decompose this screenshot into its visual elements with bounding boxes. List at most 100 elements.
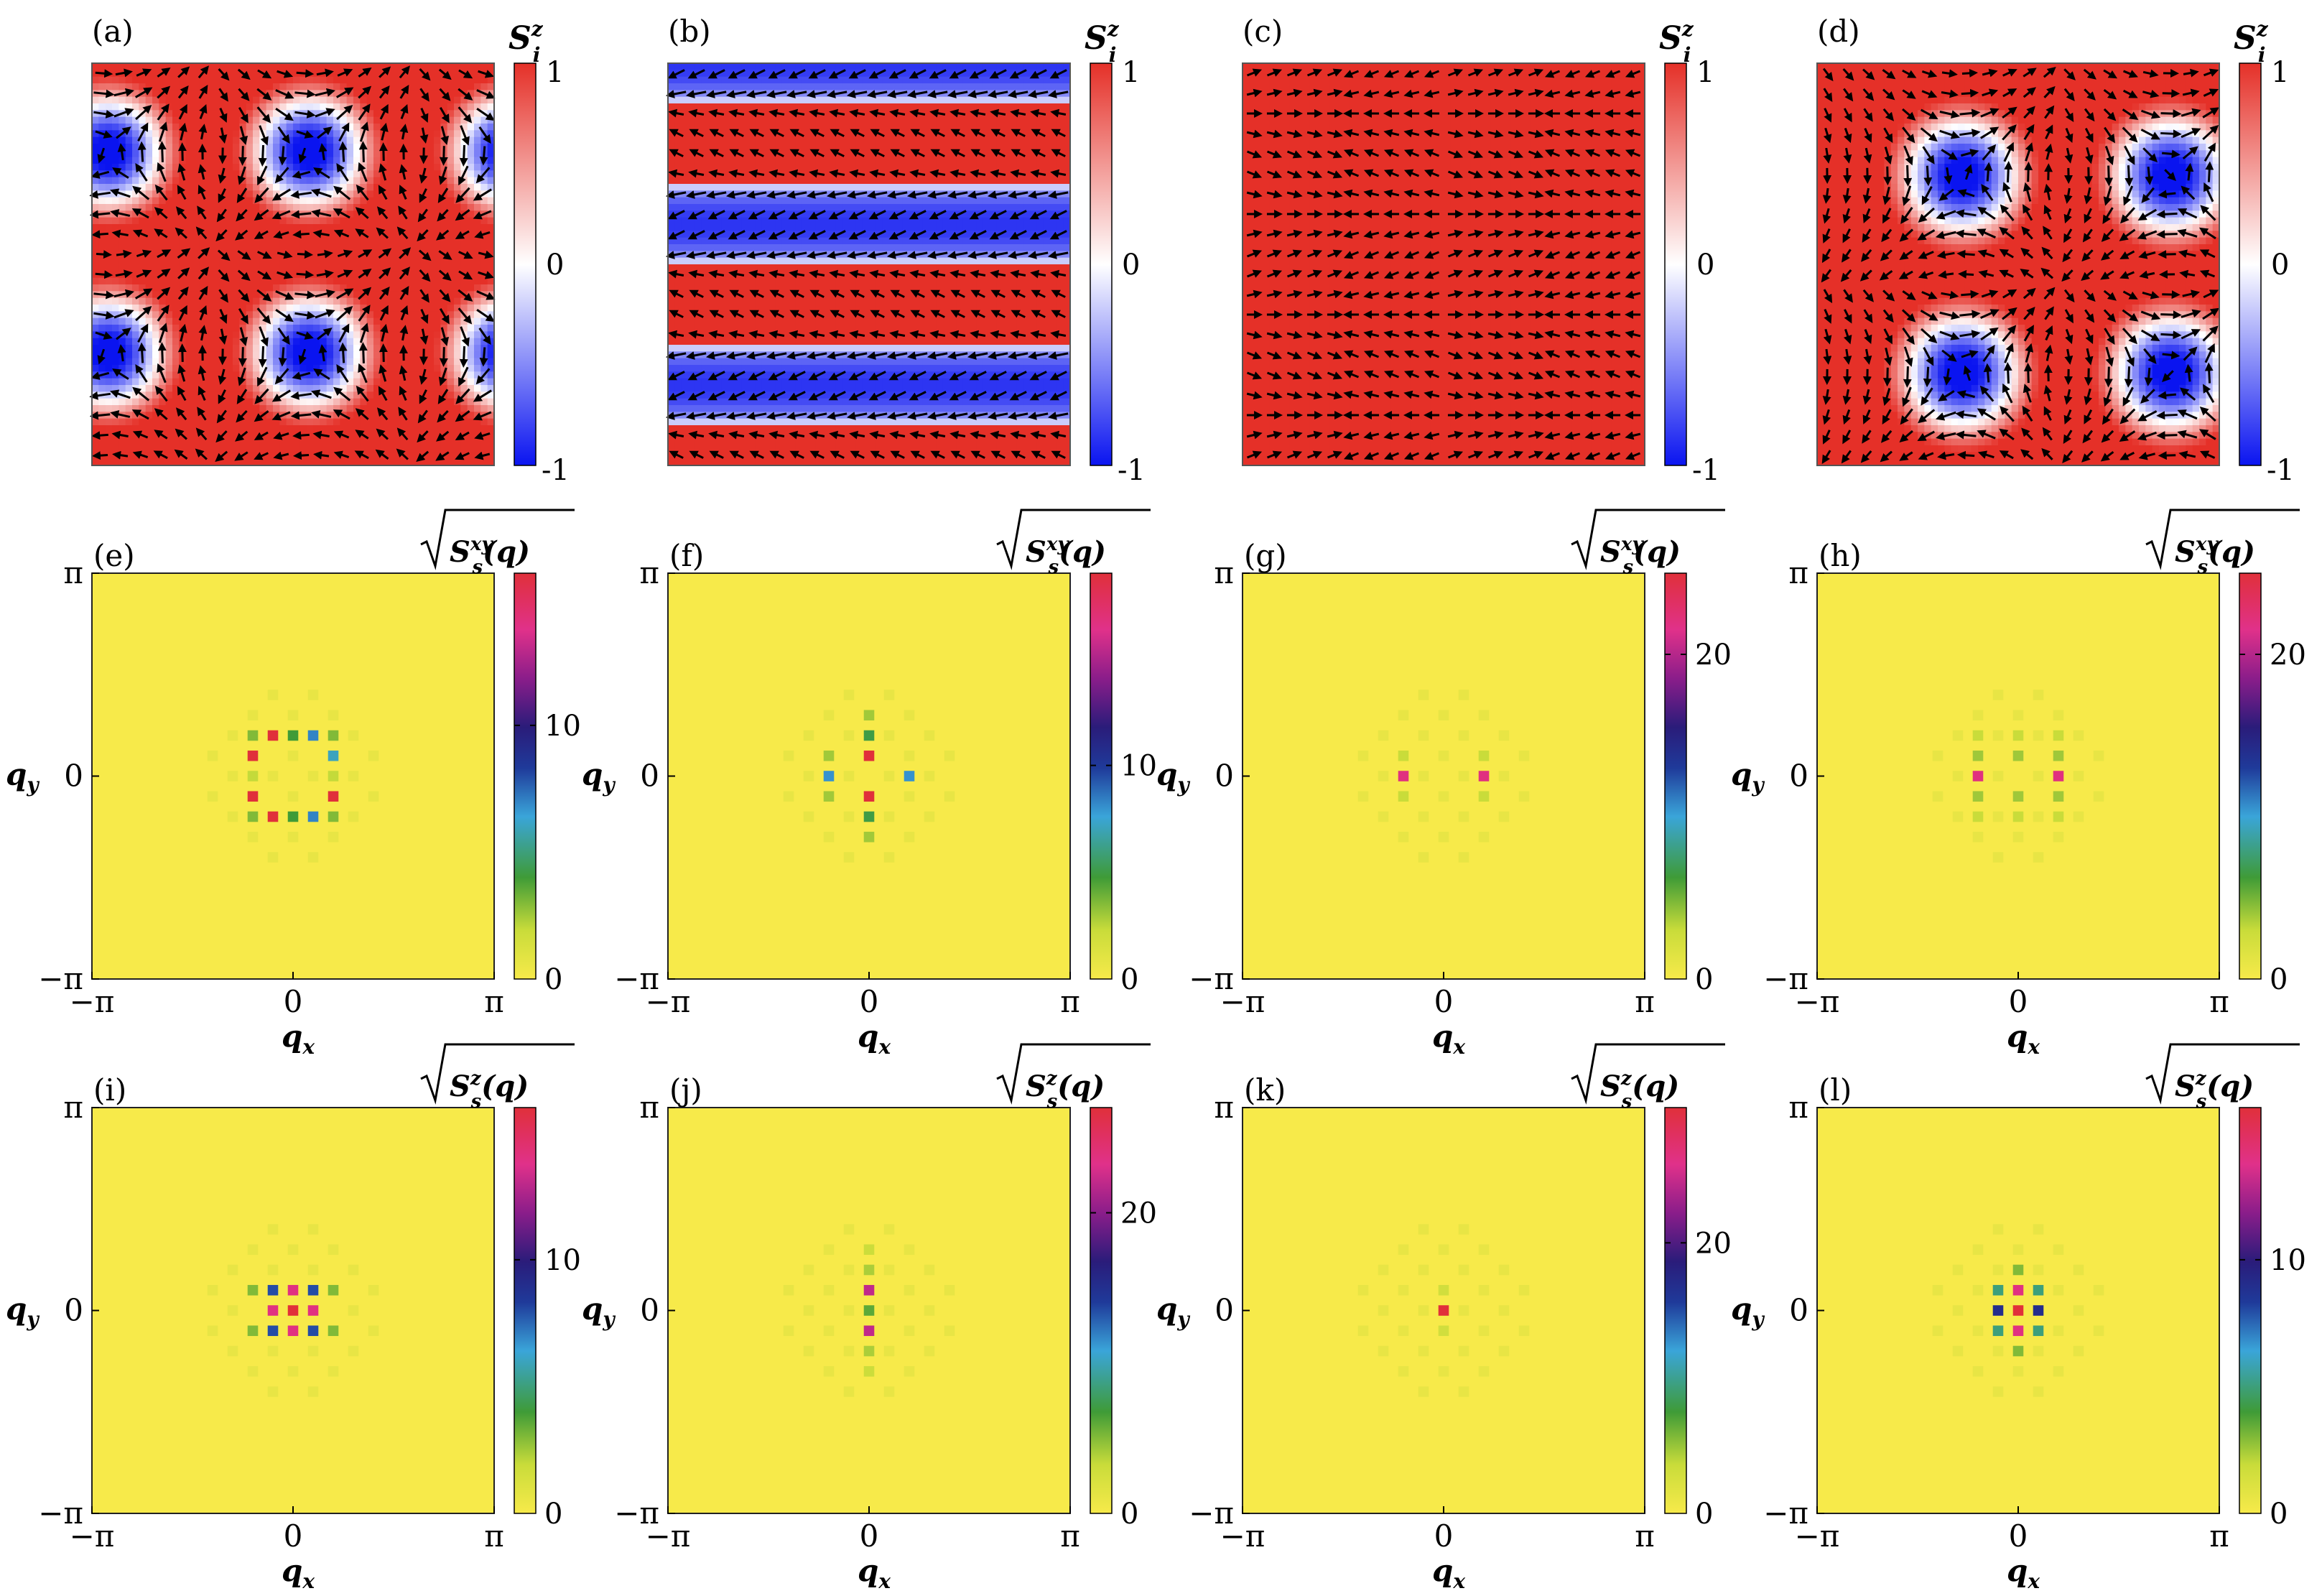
sz-cell	[467, 244, 475, 251]
sz-cell	[748, 124, 756, 131]
sz-cell	[226, 432, 233, 440]
sz-cell	[1030, 96, 1037, 104]
sz-cell	[239, 438, 247, 446]
sz-cell	[353, 338, 361, 345]
sz-cell	[279, 438, 287, 446]
sz-cell	[266, 425, 274, 432]
sz-cell	[855, 124, 863, 131]
sz-cell	[889, 103, 896, 111]
sz-cell	[172, 157, 180, 164]
sz-cell	[299, 405, 307, 412]
sz-cell	[835, 124, 843, 131]
sz-cell	[199, 136, 207, 144]
sz-cell	[487, 412, 495, 419]
sz-cell	[340, 418, 348, 426]
sz-cell	[761, 150, 769, 158]
sz-cell	[320, 398, 328, 406]
sz-cell	[145, 398, 153, 406]
sz-cell	[380, 338, 388, 345]
sz-cell	[259, 264, 267, 272]
sz-cell	[688, 63, 695, 70]
sz-cell	[942, 164, 950, 171]
sz-cell	[266, 458, 274, 466]
sz-cell	[353, 264, 361, 272]
sz-cell	[1016, 76, 1024, 84]
sz-cell	[320, 305, 328, 312]
sz-cell	[205, 264, 213, 272]
sz-cell	[213, 204, 220, 211]
sz-cell	[313, 351, 320, 359]
sz-cell	[447, 190, 455, 198]
sz-cell	[380, 217, 388, 225]
sz-cell	[674, 157, 682, 164]
sz-cell	[896, 116, 904, 124]
sz-cell	[246, 210, 254, 218]
sz-cell	[185, 371, 193, 379]
sz-cell	[761, 110, 769, 118]
sz-cell	[420, 365, 428, 372]
sz-cell	[246, 204, 254, 211]
sz-cell	[192, 271, 200, 279]
sz-cell	[145, 204, 153, 211]
sz-cell	[414, 338, 421, 345]
sz-cell	[990, 76, 997, 84]
spin-arrow	[112, 167, 129, 179]
sz-cell	[185, 224, 193, 231]
spin-arrow	[111, 430, 129, 440]
spin-arrow	[358, 103, 371, 121]
spin-arrow	[379, 267, 391, 279]
spin-arrow	[399, 185, 407, 200]
sz-cell	[701, 130, 709, 138]
sz-cell	[976, 96, 984, 104]
sz-cell	[333, 251, 340, 259]
sz-cell	[98, 445, 106, 453]
sz-cell	[159, 297, 167, 305]
sz-cell	[1023, 124, 1031, 131]
sz-cell	[226, 177, 233, 185]
sz-cell	[467, 445, 475, 453]
sz-cell	[1016, 124, 1024, 131]
sz-cell	[394, 391, 401, 399]
sz-cell	[165, 110, 173, 118]
sz-cell	[145, 418, 153, 426]
spin-arrow	[175, 206, 187, 220]
sz-cell	[427, 284, 435, 292]
sz-cell	[320, 83, 328, 91]
sz-cell	[219, 458, 227, 466]
sz-cell	[179, 398, 187, 406]
sz-cell	[185, 164, 193, 171]
sz-cell	[407, 438, 414, 446]
sz-cell	[293, 197, 300, 205]
sz-cell	[902, 144, 910, 151]
sz-cell	[185, 385, 193, 392]
sz-cell	[373, 277, 381, 285]
sz-cell	[394, 338, 401, 345]
sz-cell	[420, 164, 428, 171]
sz-cell	[454, 345, 461, 352]
sz-cell	[219, 264, 227, 272]
sz-cell	[266, 177, 274, 185]
sz-cell	[460, 418, 468, 426]
sz-cell	[306, 297, 314, 305]
sz-cell	[125, 264, 133, 272]
sz-cell	[896, 124, 904, 131]
sz-cell	[192, 76, 200, 84]
sz-cell	[360, 297, 368, 305]
sz-cell	[386, 331, 394, 339]
sz-cell	[246, 63, 254, 70]
sz-cell	[306, 325, 314, 332]
sz-cell	[105, 116, 113, 124]
sz-cell	[105, 190, 113, 198]
sz-cell	[1043, 136, 1051, 144]
sz-cell	[213, 110, 220, 118]
spin-arrow	[290, 411, 312, 420]
sz-cell	[353, 116, 361, 124]
sz-cell	[239, 204, 247, 211]
sz-cell	[353, 311, 361, 319]
sz-cell	[467, 391, 475, 399]
sz-cell	[394, 204, 401, 211]
sz-cell	[293, 217, 300, 225]
sz-cell	[380, 317, 388, 325]
sz-cell	[139, 224, 147, 231]
sz-cell	[701, 144, 709, 151]
